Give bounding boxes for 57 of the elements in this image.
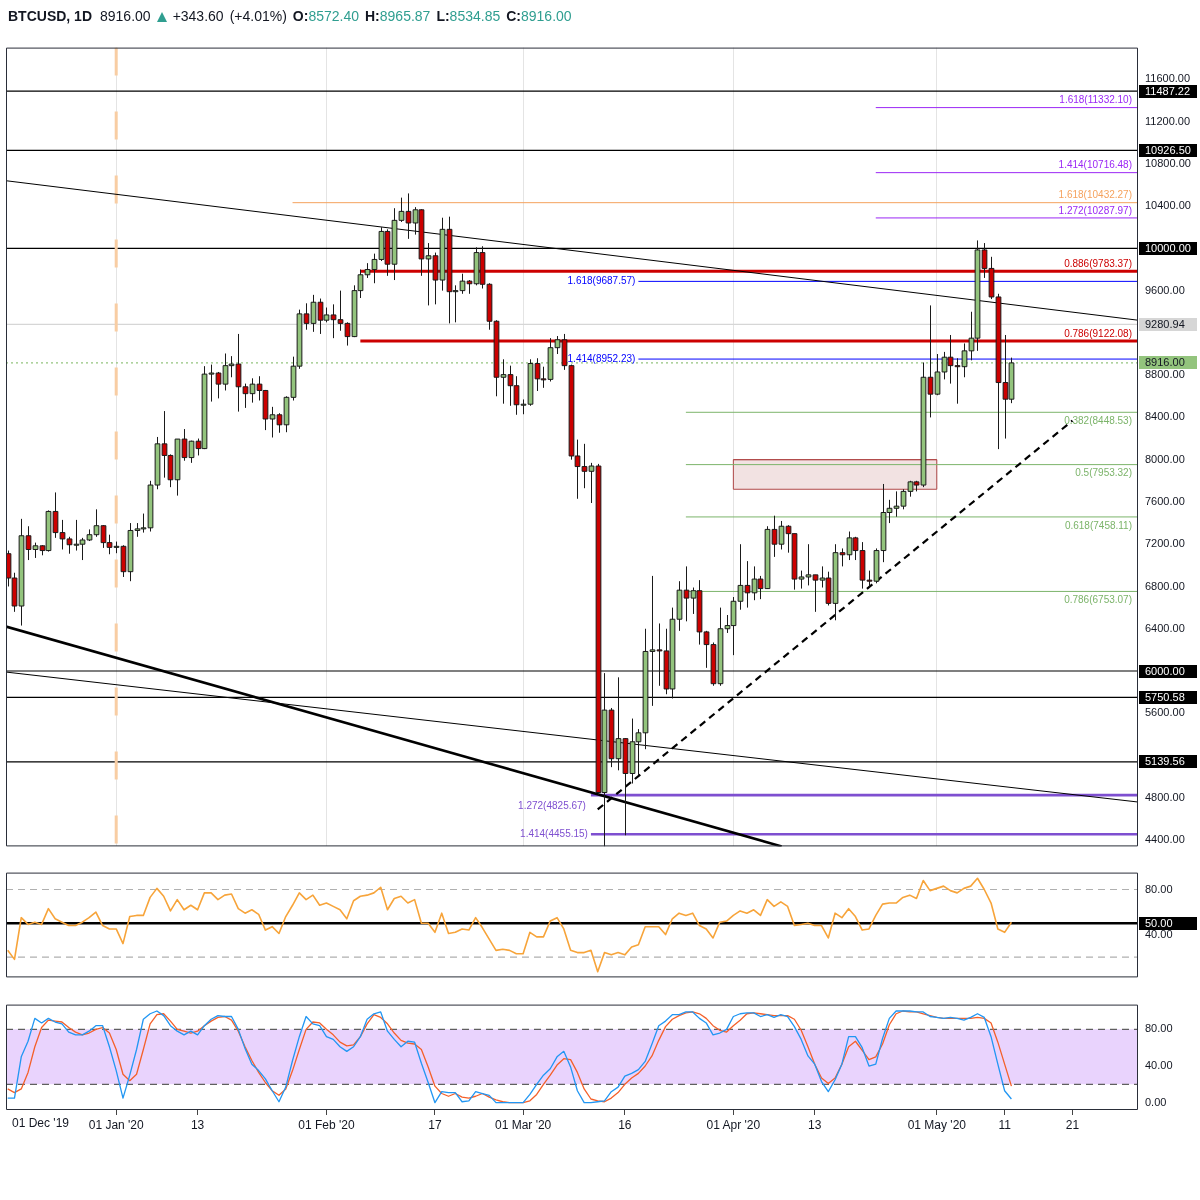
x-tick-label: 01 Apr '20 xyxy=(706,1117,761,1132)
series-label: 1.414(10716.48) xyxy=(1058,159,1132,171)
x-tick-label: 01 May '20 xyxy=(907,1117,967,1132)
y-tick-label: 9600.00 xyxy=(1145,283,1185,296)
y-tick-label: 10400.00 xyxy=(1145,199,1191,212)
y-tick-label: 10800.00 xyxy=(1145,156,1191,169)
series-label: 1.272(4825.67) xyxy=(518,799,586,811)
y-tick-label: 8400.00 xyxy=(1145,410,1185,423)
x-tick-label: 13 xyxy=(808,1117,822,1132)
text: 8916.00 +343.60 (+4.01%) O:8572.40 H:8965.87 L:8534.85 C:8916.00 xyxy=(100,8,572,24)
text: 01 Dec '19 xyxy=(12,1116,70,1131)
y-tick-label: 0.00 xyxy=(1145,1095,1167,1108)
y-tick-label: 4800.00 xyxy=(1145,790,1185,803)
y-tick-label: 4400.00 xyxy=(1145,833,1185,846)
ref-line-label: 10000.00 xyxy=(1145,241,1191,254)
y-tick-label: 8000.00 xyxy=(1145,452,1185,465)
y-tick-label: 6400.00 xyxy=(1145,621,1185,634)
y-tick-label: 8800.00 xyxy=(1145,368,1185,381)
ref-line-label: 10926.50 xyxy=(1145,143,1191,156)
y-tick-label: 6800.00 xyxy=(1145,579,1185,592)
y-tick-label: 7600.00 xyxy=(1145,494,1185,507)
series-label: 1.272(10287.97) xyxy=(1058,204,1132,216)
series-label: 1.618(11332.10) xyxy=(1059,94,1132,106)
series-label: 1.618(10432.27) xyxy=(1058,189,1132,201)
ref-line-label: 8916.00 xyxy=(1145,356,1185,369)
ref-line-label: 11487.22 xyxy=(1145,84,1191,97)
y-tick-label: 5600.00 xyxy=(1145,706,1185,719)
series-label: 0.886(9783.37) xyxy=(1064,258,1132,269)
y-tick-label: 11600.00 xyxy=(1145,72,1191,85)
ref-line-label: 5750.58 xyxy=(1145,690,1185,703)
series-label: 0.382(8448.53) xyxy=(1064,415,1132,427)
series-label: 1.618(9687.57) xyxy=(567,275,636,287)
y-tick-label: 7200.00 xyxy=(1145,537,1185,550)
x-tick-label: 21 xyxy=(1065,1117,1080,1132)
ref-line-label: 50.00 xyxy=(1145,916,1173,929)
x-tick-label: 17 xyxy=(428,1117,442,1132)
x-tick-label: 01 Feb '20 xyxy=(298,1117,355,1132)
x-tick-label: 01 Jan '20 xyxy=(88,1117,145,1132)
x-tick-label: 11 xyxy=(998,1117,1012,1132)
y-tick-label: 80.00 xyxy=(1145,1022,1173,1035)
series-label: 1.414(4455.15) xyxy=(520,827,588,839)
series-label: 0.786(6753.07) xyxy=(1064,594,1132,606)
chart-title: BTCUSD, 1D xyxy=(8,8,93,24)
series-label: 0.786(9122.08) xyxy=(1064,327,1132,339)
x-tick-label: 01 Mar '20 xyxy=(494,1117,552,1132)
series-label: 1.414(8952.23) xyxy=(567,352,636,364)
x-tick-label: 13 xyxy=(190,1117,205,1132)
ref-line-label: 5139.56 xyxy=(1145,755,1185,768)
y-tick-label: 40.00 xyxy=(1145,1059,1173,1072)
y-tick-label: 40.00 xyxy=(1145,927,1173,940)
y-tick-label: 11200.00 xyxy=(1145,114,1191,127)
y-tick-label: 80.00 xyxy=(1145,882,1173,895)
series-label: 0.618(7458.11) xyxy=(1064,519,1132,531)
x-tick-label: 16 xyxy=(618,1117,632,1132)
ref-line-label: 9280.94 xyxy=(1145,317,1185,330)
series-label: 0.5(7953.32) xyxy=(1075,467,1132,479)
ref-line-label: 6000.00 xyxy=(1145,664,1185,677)
